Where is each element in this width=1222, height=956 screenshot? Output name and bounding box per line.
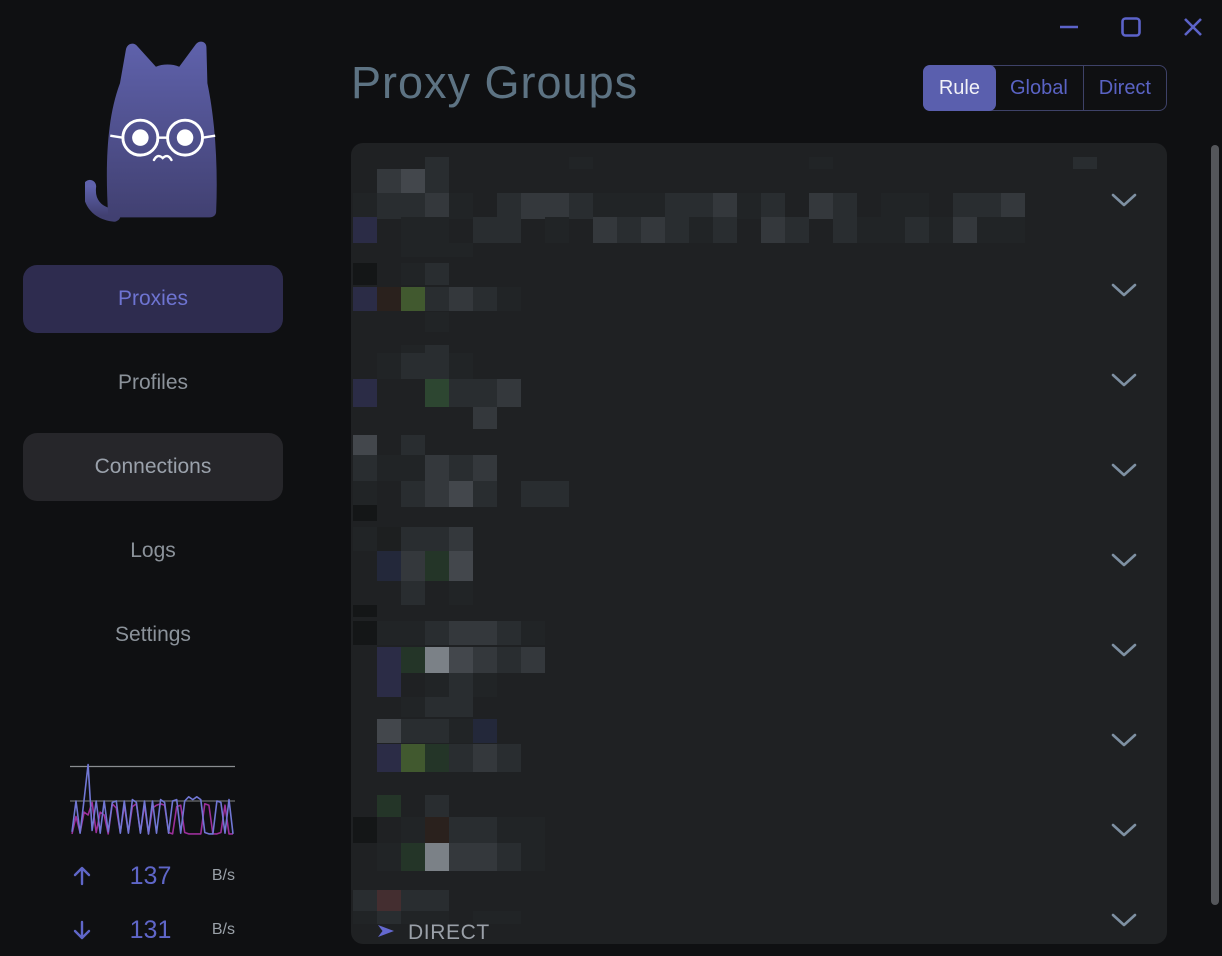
redacted-text-line <box>353 527 473 551</box>
titlebar-controls <box>1054 12 1208 42</box>
redacted-text-line <box>353 217 1025 243</box>
scrollbar-thumb[interactable] <box>1211 145 1219 905</box>
mode-tab-direct[interactable]: Direct <box>1082 66 1166 110</box>
redacted-text-line <box>353 621 545 645</box>
mode-tab-global[interactable]: Global <box>995 66 1083 110</box>
redacted-text-line <box>353 505 377 521</box>
redacted-text-line <box>353 605 377 617</box>
redacted-text-line <box>353 353 473 379</box>
download-arrow-icon <box>70 918 100 942</box>
redacted-text-line <box>353 455 497 481</box>
maximize-icon <box>1121 17 1141 37</box>
proxy-group-row[interactable] <box>351 345 1167 435</box>
proxy-group-row[interactable] <box>351 143 1167 257</box>
redacted-text-line <box>353 744 521 772</box>
sidebar-item-connections[interactable]: Connections <box>23 433 283 501</box>
current-proxy-arrow-icon <box>378 923 395 944</box>
redacted-text-line <box>353 817 545 843</box>
sidebar-item-profiles[interactable]: Profiles <box>117 371 189 394</box>
proxy-groups-panel: DIRECT <box>351 143 1167 944</box>
chevron-down-icon[interactable] <box>1111 193 1137 211</box>
upload-speed-value: 137 <box>129 861 172 890</box>
redacted-text-line <box>353 193 1025 219</box>
proxy-group-row[interactable] <box>351 435 1167 525</box>
upload-stat-row: 137 B/s <box>70 859 235 893</box>
download-stat-row: 131 B/s <box>70 913 235 947</box>
chevron-down-icon[interactable] <box>1111 373 1137 391</box>
redacted-text-line <box>353 843 545 871</box>
sidebar-item-proxies[interactable]: Proxies <box>23 265 283 333</box>
traffic-widget: 137 B/s 131 B/s <box>70 760 235 947</box>
redacted-text-line <box>353 169 449 193</box>
sidebar-item-logs[interactable]: Logs <box>130 539 176 562</box>
redacted-text-line <box>353 697 473 717</box>
download-speed-unit: B/s <box>211 921 235 938</box>
proxy-group-row[interactable]: DIRECT <box>351 885 1167 944</box>
minimize-button[interactable] <box>1054 12 1084 42</box>
sidebar-nav: Proxies Profiles Connections Logs Settings <box>23 265 283 669</box>
minimize-icon <box>1060 25 1078 29</box>
maximize-button[interactable] <box>1116 12 1146 42</box>
proxy-group-row[interactable] <box>351 705 1167 795</box>
download-speed-value: 131 <box>129 915 172 944</box>
redacted-text-line <box>353 407 497 429</box>
chevron-down-icon[interactable] <box>1111 823 1137 841</box>
proxy-group-row[interactable] <box>351 795 1167 885</box>
redacted-text-line <box>353 647 545 673</box>
redacted-text-line <box>353 435 425 457</box>
traffic-graph <box>70 763 235 835</box>
proxy-group-row[interactable] <box>351 615 1167 717</box>
redacted-text-line <box>353 911 521 924</box>
close-button[interactable] <box>1178 12 1208 42</box>
redacted-text-line <box>353 581 473 605</box>
chevron-down-icon[interactable] <box>1111 553 1137 571</box>
sidebar: Proxies Profiles Connections Logs Settings 1… <box>0 0 306 956</box>
redacted-text-line <box>353 673 497 697</box>
proxy-group-row[interactable] <box>351 255 1167 345</box>
sidebar-item-settings[interactable]: Settings <box>115 623 191 646</box>
close-icon <box>1184 18 1202 36</box>
chevron-down-icon[interactable] <box>1111 733 1137 751</box>
redacted-text-line <box>353 157 1097 169</box>
redacted-text-line <box>353 719 497 743</box>
current-proxy-row: DIRECT <box>378 921 490 944</box>
chevron-down-icon[interactable] <box>1111 283 1137 301</box>
redacted-text-line <box>353 287 521 311</box>
current-proxy-label: DIRECT <box>408 921 490 944</box>
redacted-text-line <box>353 481 569 507</box>
mode-toggle: Rule Global Direct <box>922 65 1167 111</box>
redacted-text-line <box>353 551 473 581</box>
redacted-text-line <box>353 379 521 407</box>
chevron-down-icon[interactable] <box>1111 463 1137 481</box>
clash-cat-logo <box>83 28 221 229</box>
chevron-down-icon[interactable] <box>1111 643 1137 661</box>
redacted-text-line <box>353 312 449 332</box>
redacted-text-line <box>353 795 449 817</box>
upload-speed-unit: B/s <box>211 867 235 884</box>
chevron-down-icon[interactable] <box>1111 913 1137 931</box>
upload-arrow-icon <box>70 864 100 888</box>
proxy-group-row[interactable] <box>351 525 1167 617</box>
page-title: Proxy Groups <box>351 57 639 108</box>
mode-tab-rule[interactable]: Rule <box>922 65 996 111</box>
redacted-text-line <box>353 243 473 257</box>
redacted-text-line <box>353 263 449 285</box>
